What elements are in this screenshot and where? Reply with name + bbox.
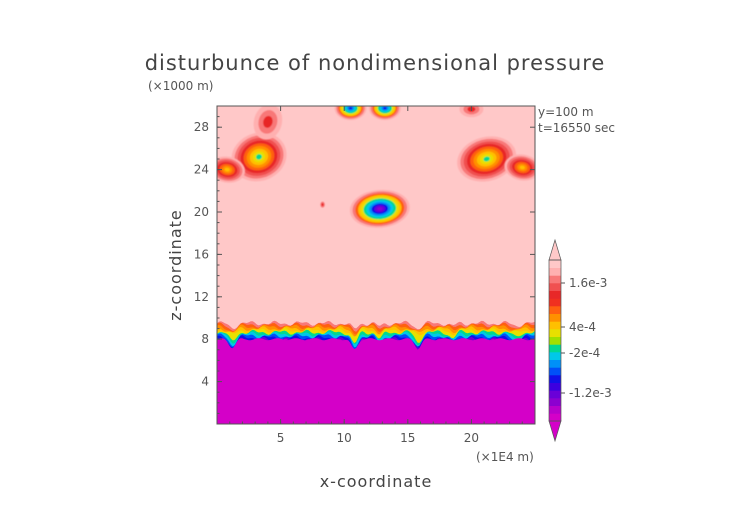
upper-left-cell [253, 106, 283, 140]
y-units-label: (×1000 m) [148, 79, 213, 93]
y-axis-label: z-coordinate [166, 209, 185, 321]
colorbar-segment [549, 413, 561, 422]
colorbar-label: -2e-4 [569, 346, 600, 360]
pressure-maximum-ring [483, 156, 490, 162]
y-tick-label: 20 [194, 205, 209, 219]
pressure-minimum-ring [377, 207, 383, 211]
colorbar-segment [549, 359, 561, 368]
colorbar: 1.6e-3 4e-4 -2e-4 -1.2e-3 [548, 238, 612, 443]
pressure-features [217, 106, 535, 228]
y-tick-label: 12 [194, 290, 209, 304]
pressure-maximum-ring [224, 167, 230, 172]
pressure-maximum-ring [519, 165, 525, 170]
plot-area [217, 106, 535, 424]
colorbar-label: 4e-4 [569, 320, 596, 334]
colorbar-segment [549, 329, 561, 337]
colorbar-segment [549, 321, 561, 330]
colorbar-segment [549, 275, 561, 284]
colorbar-max-arrow [548, 238, 562, 261]
colorbar-segment [549, 290, 561, 299]
colorbar-segment [549, 267, 561, 276]
y-axis: 4 8 12 16 20 24 28 [194, 116, 535, 414]
colorbar-segment [549, 382, 561, 391]
x-tick-label: 5 [277, 431, 285, 445]
info-line-2: t=16550 sec [538, 121, 615, 135]
pressure-maximum [217, 156, 246, 183]
colorbar-segment [549, 398, 561, 406]
colorbar-min-arrow [548, 420, 562, 443]
colorbar-segment [549, 260, 561, 268]
x-units-label: (×1E4 m) [476, 450, 534, 464]
x-tick-label: 15 [400, 431, 415, 445]
lower-pressure-layer [217, 320, 535, 424]
colorbar-segment [549, 375, 561, 383]
colorbar-segment [549, 283, 561, 291]
y-tick-label: 8 [201, 332, 209, 346]
pressure-minimum-ring [348, 106, 353, 110]
colorbar-segment [549, 367, 561, 376]
x-axis-label: x-coordinate [320, 472, 433, 491]
colorbar-segment [549, 306, 561, 314]
y-tick-label: 16 [194, 247, 209, 261]
y-tick-label: 28 [194, 120, 209, 134]
small-cell-ring [321, 203, 324, 207]
colorbar-frame [548, 259, 562, 422]
pressure-maximum [231, 132, 287, 182]
colorbar-label: 1.6e-3 [569, 276, 607, 290]
colorbar-segment [549, 298, 561, 307]
colorbar-segment [549, 336, 561, 345]
pressure-maximum [457, 136, 517, 182]
colorbar-segment [549, 313, 561, 322]
colorbar-segment [549, 352, 561, 360]
x-tick-label: 10 [337, 431, 352, 445]
info-line-1: y=100 m [538, 105, 594, 119]
colorbar-segment [549, 390, 561, 399]
colorbar-segment [549, 405, 561, 414]
pressure-minimum [349, 189, 410, 228]
pressure-minimum-ring [383, 106, 387, 110]
pressure-minimum [334, 106, 367, 121]
y-tick-label: 24 [194, 163, 209, 177]
pressure-maximum [504, 154, 535, 181]
small-cell [320, 201, 325, 208]
lower-layer-core [217, 338, 535, 424]
upper-left-cell-ring [263, 115, 273, 128]
colorbar-label: -1.2e-3 [569, 386, 612, 400]
colorbar-segment [549, 344, 561, 353]
chart-title: disturbunce of nondimensional pressure [145, 51, 606, 75]
pressure-minimum [368, 106, 401, 121]
x-tick-label: 20 [464, 431, 479, 445]
x-axis: 5 10 15 20 [229, 106, 523, 445]
y-tick-label: 4 [201, 375, 209, 389]
pressure-maximum-ring [255, 154, 263, 160]
